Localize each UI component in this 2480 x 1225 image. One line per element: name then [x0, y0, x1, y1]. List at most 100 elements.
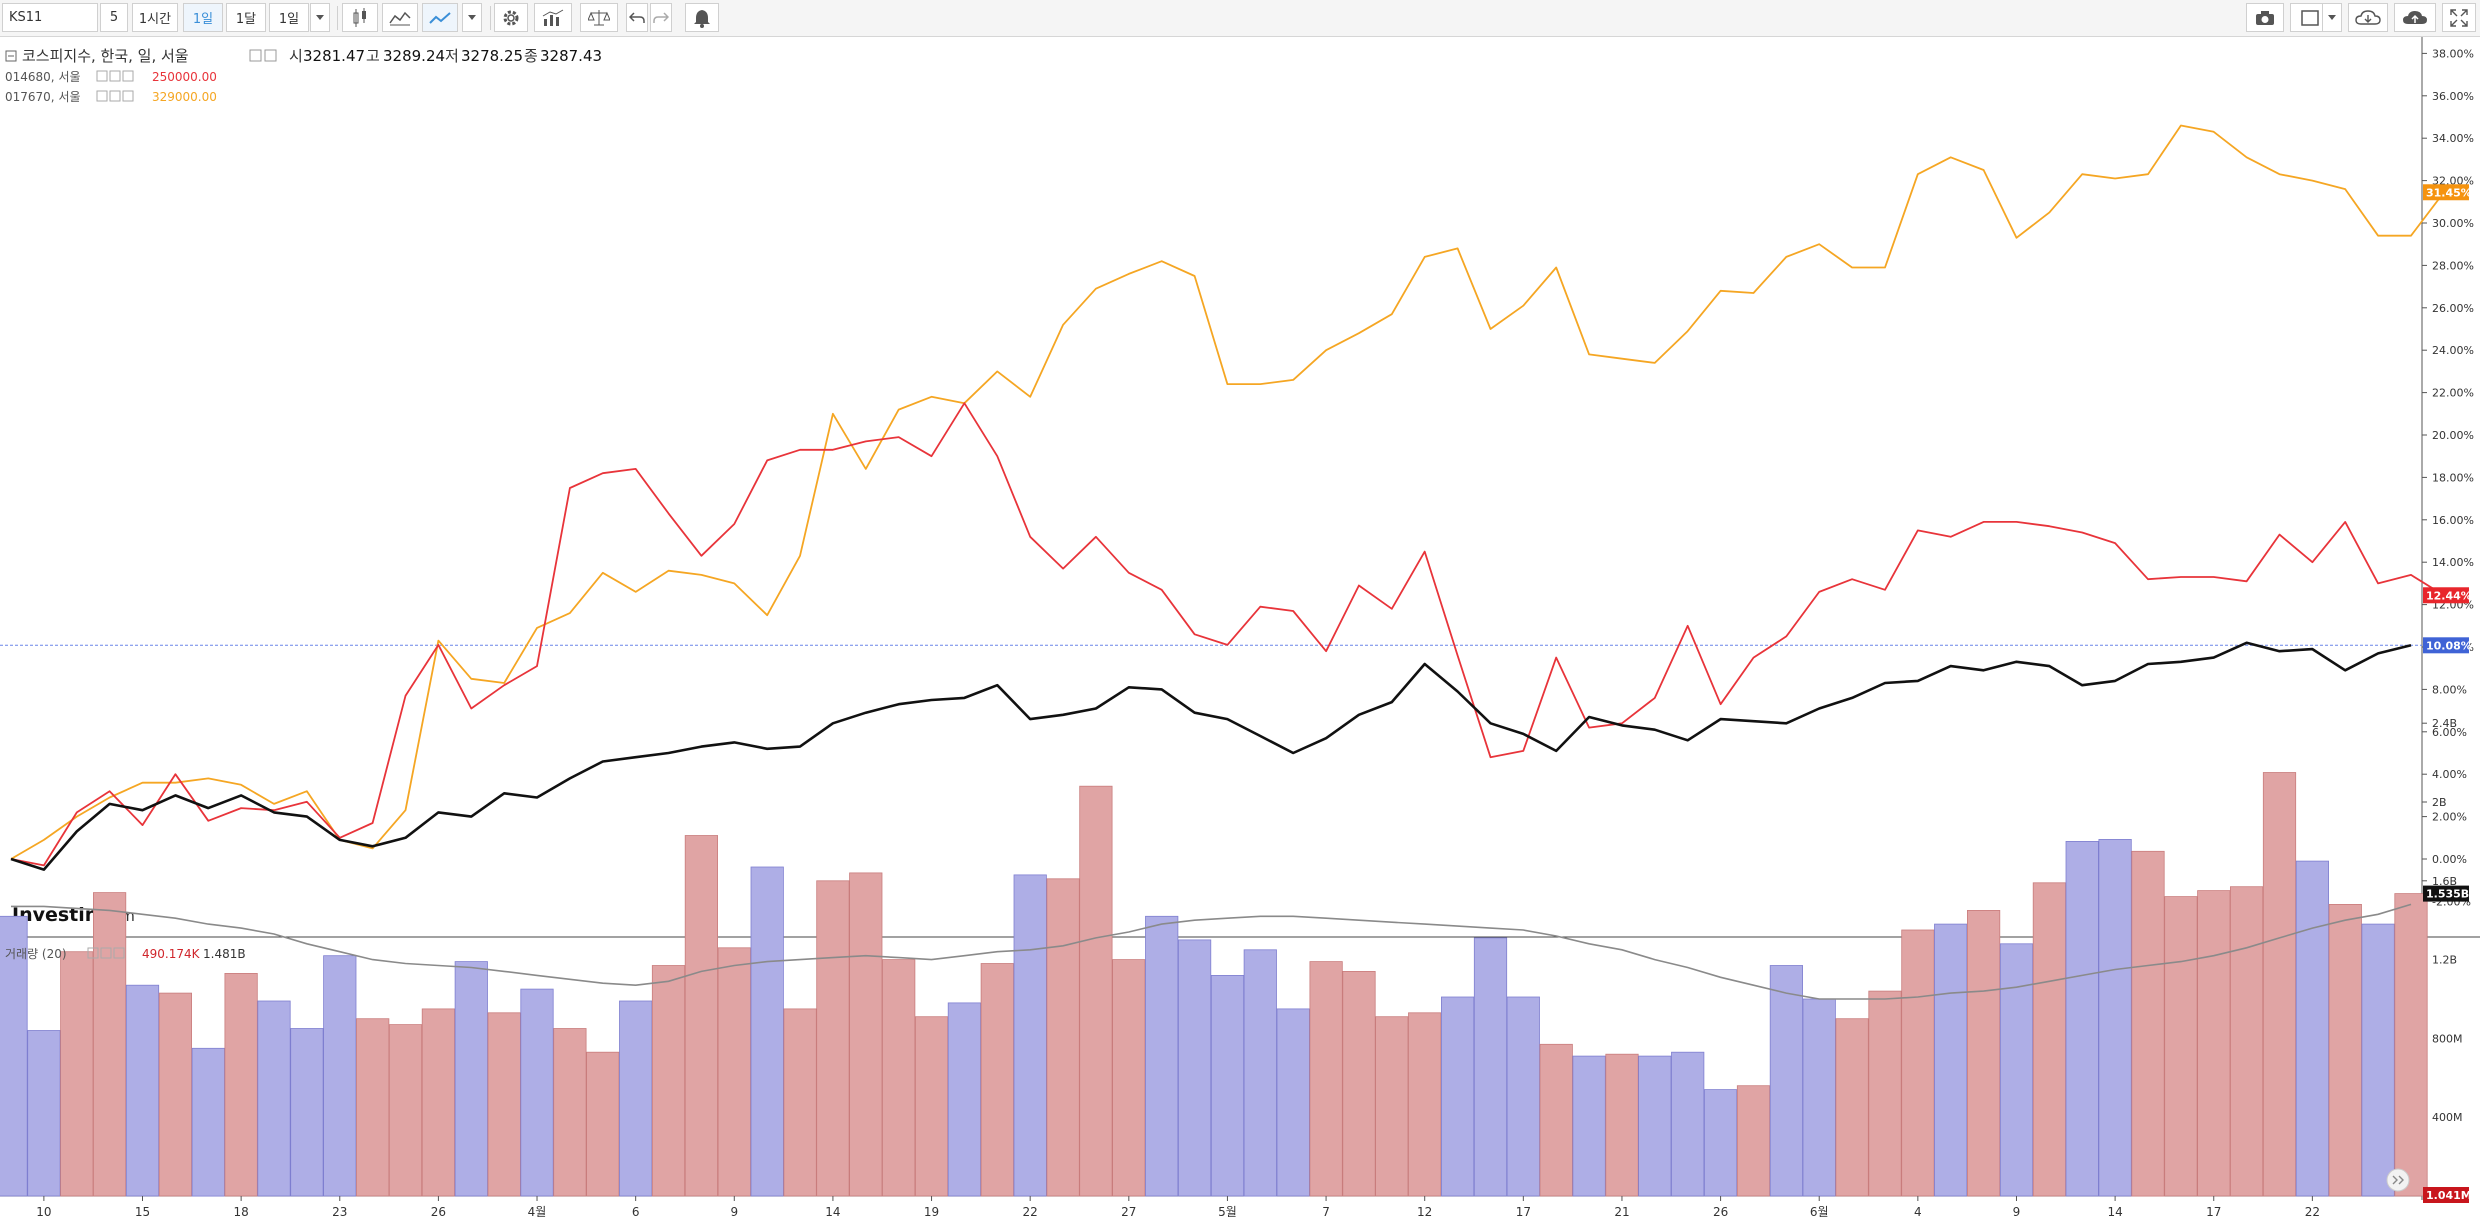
mountain-chart-button[interactable] [382, 3, 418, 32]
close-icon[interactable] [122, 70, 134, 82]
x-tick-label: 12 [1417, 1205, 1432, 1219]
collapse-icon[interactable] [5, 50, 17, 62]
volume-bar [1967, 910, 2001, 1197]
interval-dropdown-button[interactable] [310, 3, 330, 32]
y-tick-label: 28.00% [2432, 259, 2474, 272]
x-tick-label: 21 [1614, 1205, 1629, 1219]
volume-bar [2131, 850, 2165, 1197]
last-value-label: 12.44% [2426, 589, 2472, 602]
volume-tools[interactable] [87, 947, 125, 959]
gear-icon [503, 10, 519, 25]
visibility-icon[interactable] [109, 90, 121, 102]
volume-bar [553, 1028, 587, 1197]
caret-down-icon [316, 14, 324, 20]
settings-button[interactable] [494, 3, 528, 32]
vol-tick-label: 2.4B [2432, 717, 2457, 730]
legend: 코스피지수, 한국, 일, 서울 시 3281.47 고 3289.24 저 3… [5, 47, 602, 104]
undo-button[interactable] [626, 3, 648, 32]
volume-bar [487, 1012, 521, 1197]
settings-icon[interactable] [96, 70, 108, 82]
interval-1day-button[interactable]: 1일 [183, 3, 223, 32]
volume-extra-label: 1.041M [2426, 1189, 2472, 1202]
visibility-icon[interactable] [109, 70, 121, 82]
compare-symbol-1: 014680, 서울 [5, 70, 81, 84]
visibility-icon[interactable] [264, 49, 277, 62]
compare-2-tools[interactable] [96, 90, 134, 102]
close-icon[interactable] [113, 947, 125, 959]
indicators-button[interactable] [534, 3, 572, 32]
volume-bar [849, 872, 883, 1197]
alert-button[interactable] [685, 3, 719, 32]
last-value-badge [2423, 184, 2469, 201]
volume-bar [388, 1024, 423, 1197]
interval-1hour-button[interactable]: 1시간 [132, 3, 178, 32]
volume-extra-badge [2423, 1187, 2469, 1203]
interval-1week-button[interactable]: 1일 [269, 3, 309, 32]
mountain-chart-icon [389, 11, 411, 25]
y-tick-label: 26.00% [2432, 302, 2474, 315]
volume-bar [2098, 839, 2132, 1197]
volume-bar [1145, 915, 1179, 1197]
x-tick-label: 19 [924, 1205, 939, 1219]
volume-bar [2229, 886, 2264, 1197]
cloud-save-button[interactable] [2394, 3, 2436, 32]
layout-dropdown-button[interactable] [2322, 3, 2342, 32]
undo-icon [629, 11, 645, 23]
volume-bar [1046, 878, 1080, 1197]
volume-bar [520, 988, 554, 1197]
visibility-icon[interactable] [100, 947, 112, 959]
camera-icon [2256, 10, 2274, 25]
settings-icon[interactable] [249, 49, 262, 62]
volume-bar [586, 1051, 620, 1197]
series-line-0 [10, 641, 2412, 871]
screenshot-button[interactable] [2246, 3, 2284, 32]
compare-price-2: 329000.00 [152, 90, 217, 104]
volume-bar [2394, 893, 2428, 1197]
line-chart-button[interactable] [422, 3, 458, 32]
fullscreen-button[interactable] [2442, 3, 2476, 32]
x-tick-label: 22 [2305, 1205, 2320, 1219]
x-tick-label: 14 [825, 1205, 840, 1219]
compare-1-tools[interactable] [96, 70, 134, 82]
chart-type-dropdown-button[interactable] [462, 3, 482, 32]
x-tick-label: 4 [1914, 1205, 1922, 1219]
y-tick-label: 8.00% [2432, 683, 2467, 696]
volume-bar [2295, 860, 2329, 1197]
x-tick-label: 6월 [1810, 1205, 1829, 1219]
toolbar: KS11 5 1시간 1일 1달 1일 [0, 0, 2480, 37]
close-icon[interactable] [122, 90, 134, 102]
volume-bar [290, 1028, 324, 1197]
x-tick-label: 10 [36, 1205, 51, 1219]
y-tick-label: 24.00% [2432, 344, 2474, 357]
volume-bar [915, 1016, 949, 1197]
redo-button[interactable] [650, 3, 672, 32]
scale-icon [588, 9, 610, 25]
x-tick-label: 23 [332, 1205, 347, 1219]
volume-value: 490.174K [142, 947, 201, 961]
candlestick-button[interactable] [342, 3, 378, 32]
settings-icon[interactable] [96, 90, 108, 102]
symbol-input[interactable]: KS11 [2, 3, 98, 32]
volume-bar [454, 961, 488, 1197]
volume-ma-value: 1.481B [203, 947, 246, 961]
open-label: 시 [289, 47, 303, 65]
volume-bar [1079, 785, 1113, 1197]
y-tick-label: 0.00% [2432, 853, 2467, 866]
vol-tick-label: 400M [2432, 1111, 2463, 1124]
settings-icon[interactable] [87, 947, 99, 959]
chart-area[interactable]: -2.00%0.00%2.00%4.00%6.00%8.00%10.00%12.… [0, 37, 2480, 1225]
volume-bar [1243, 949, 1277, 1197]
scroll-right-button[interactable] [2386, 1168, 2410, 1192]
compare-button[interactable] [580, 3, 618, 32]
cloud-load-button[interactable] [2348, 3, 2388, 32]
volume-bar [2361, 923, 2395, 1197]
y-tick-label: 34.00% [2432, 132, 2474, 145]
interval-1month-button[interactable]: 1달 [226, 3, 266, 32]
volume-bar [1999, 943, 2034, 1197]
volume-y-axis: 400M 800M 1.2B 1.6B 2B 2.4B [2422, 717, 2463, 1124]
interval-5min-button[interactable]: 5 [100, 3, 128, 32]
volume-bar [0, 915, 28, 1197]
volume-bar [1013, 874, 1047, 1197]
main-series-tools[interactable] [249, 49, 277, 62]
layout-icon [2301, 9, 2319, 26]
